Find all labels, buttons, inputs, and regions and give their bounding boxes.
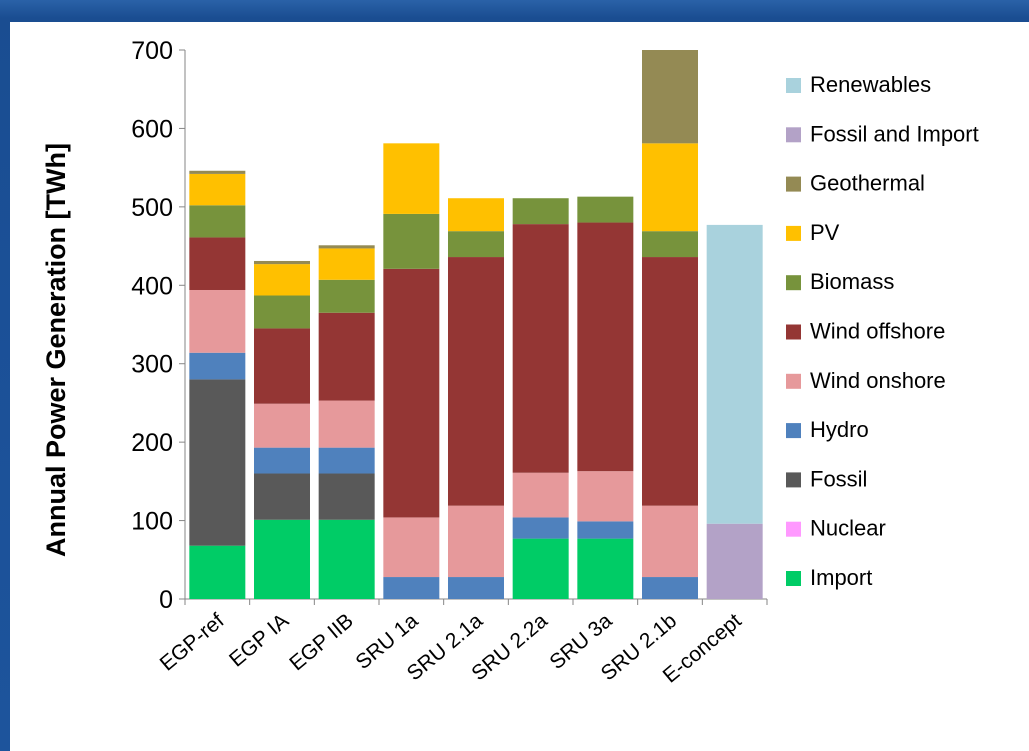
- bar-segment: [254, 447, 310, 474]
- bar-segment: [318, 245, 375, 249]
- legend-entry: Import: [810, 565, 872, 590]
- bar-segment: [318, 248, 375, 280]
- bar-segment: [577, 471, 634, 522]
- bar-segment: [189, 173, 246, 206]
- bar-segment: [642, 577, 698, 599]
- legend-swatch: [786, 324, 801, 340]
- bar-segment: [512, 198, 569, 225]
- bar-segment: [254, 473, 310, 520]
- bar-segment: [189, 170, 246, 174]
- bar-segment: [254, 328, 310, 404]
- y-tick-label: 100: [131, 508, 173, 536]
- bar-segment: [642, 257, 698, 506]
- bar-segment: [254, 295, 310, 329]
- legend-swatch: [786, 127, 801, 143]
- y-tick-label: 700: [131, 37, 173, 65]
- legend-entry: Biomass: [810, 269, 894, 294]
- bar-segment: [512, 224, 569, 473]
- legend-swatch: [786, 78, 801, 93]
- chart-legend: Renewables Fossil and Import Geothermal PV B…: [786, 72, 979, 590]
- bar-segment: [448, 198, 504, 232]
- chart-panel: 0 100 200 300 400 500 600 700 EGP-ref EGP IA EGP …: [10, 22, 1029, 751]
- bar-segment: [448, 257, 504, 506]
- bar-segment: [254, 260, 310, 265]
- y-tick-labels: 0 100 200 300 400 500 600 700: [131, 37, 173, 614]
- legend-swatch: [786, 373, 801, 389]
- chart-bars: [189, 50, 763, 599]
- bar-segment: [577, 222, 634, 472]
- bar-segment: [383, 577, 440, 599]
- bar-segment: [254, 264, 310, 296]
- legend-swatch: [786, 225, 801, 241]
- bar-segment: [642, 50, 698, 144]
- legend-entry: PV: [810, 220, 840, 245]
- bar-segment: [189, 205, 246, 238]
- bar-segment: [642, 231, 698, 258]
- y-tick-label: 0: [159, 586, 173, 614]
- bar-segment: [318, 279, 375, 313]
- x-tick-label: EGP IA: [225, 609, 293, 671]
- y-tick-label: 300: [131, 351, 173, 379]
- bar-segment: [189, 379, 246, 546]
- bar-segment: [577, 196, 634, 223]
- legend-swatch: [786, 571, 801, 586]
- x-tick-label: EGP-ref: [156, 609, 229, 675]
- bar-segment: [383, 213, 440, 269]
- legend-swatch: [786, 472, 801, 488]
- bar-segment: [448, 505, 504, 578]
- bar-segment: [189, 237, 246, 290]
- bar-segment: [448, 231, 504, 258]
- bar-segment: [254, 403, 310, 448]
- bar-segment: [383, 268, 440, 518]
- legend-swatch: [786, 275, 801, 291]
- bar-segment: [577, 538, 634, 599]
- bar-segment: [512, 472, 569, 518]
- legend-entry: Geothermal: [810, 171, 925, 196]
- y-tick-label: 600: [131, 115, 173, 143]
- y-tick-label: 200: [131, 429, 173, 457]
- y-axis-label: Annual Power Generation [TWh]: [41, 143, 71, 557]
- legend-swatch: [786, 423, 801, 439]
- legend-entry: Hydro: [810, 417, 869, 442]
- bar-segment: [642, 143, 698, 232]
- bar-segment: [706, 523, 763, 599]
- bar-segment: [512, 538, 569, 599]
- legend-entry: Wind onshore: [810, 368, 946, 393]
- bar-segment: [448, 577, 504, 599]
- legend-entry: Nuclear: [810, 516, 886, 541]
- bar-segment: [189, 352, 246, 380]
- bar-segment: [512, 517, 569, 539]
- bar-segment: [318, 447, 375, 474]
- legend-entry: Fossil: [810, 466, 867, 491]
- bar-segment: [642, 505, 698, 578]
- y-tick-label: 500: [131, 194, 173, 222]
- bar-segment: [318, 312, 375, 401]
- y-tick-label: 400: [131, 272, 173, 300]
- bar-segment: [189, 545, 246, 599]
- bar-segment: [577, 521, 634, 539]
- bar-segment: [318, 473, 375, 520]
- bar-segment: [318, 519, 375, 599]
- bar-segment: [318, 400, 375, 448]
- legend-swatch: [786, 176, 801, 192]
- bar-segment: [706, 224, 763, 524]
- bar-segment: [383, 517, 440, 578]
- bar-segment: [189, 289, 246, 353]
- bar-segment: [254, 519, 310, 599]
- legend-entry: Fossil and Import: [810, 121, 979, 146]
- legend-entry: Wind offshore: [810, 319, 945, 344]
- legend-swatch: [786, 521, 801, 537]
- legend-entry: Renewables: [810, 72, 931, 97]
- bar-segment: [383, 143, 440, 214]
- x-tick-label: EGP IIB: [285, 609, 358, 675]
